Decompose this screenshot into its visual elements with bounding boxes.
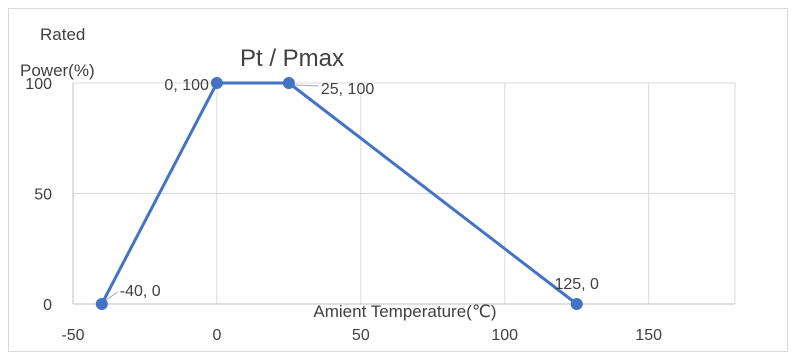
x-axis-title: Amient Temperature(℃) xyxy=(313,302,496,321)
data-point xyxy=(570,298,583,310)
label-leader-line xyxy=(105,291,119,301)
x-tick-label: 150 xyxy=(635,327,662,344)
y-axis-title-line2: Power(%) xyxy=(20,61,95,80)
y-axis-title-line1: Rated xyxy=(40,25,85,44)
data-label: 125, 0 xyxy=(554,276,599,293)
chart-frame xyxy=(8,8,788,352)
x-tick-label: -50 xyxy=(61,327,84,344)
data-point xyxy=(210,77,223,89)
chart-title: Pt / Pmax xyxy=(240,45,344,72)
data-label: 25, 100 xyxy=(321,81,374,98)
series-layer xyxy=(95,77,583,310)
data-labels: -40, 0 0, 100 25, 100 125, 0 xyxy=(105,77,599,301)
grid xyxy=(72,82,736,305)
series-line xyxy=(100,81,578,306)
y-tick-label: 0 xyxy=(43,297,52,314)
data-label: 0, 100 xyxy=(164,77,209,94)
label-leader-line xyxy=(294,84,319,87)
x-tick-label: 50 xyxy=(352,327,370,344)
y-tick-label: 50 xyxy=(34,187,52,204)
data-label: -40, 0 xyxy=(120,283,161,300)
data-point xyxy=(282,77,295,89)
data-point xyxy=(95,298,108,310)
tick-labels: 0 50 100 -50 0 50 100 150 xyxy=(25,76,662,344)
x-tick-label: 0 xyxy=(212,327,221,344)
y-tick-label: 100 xyxy=(25,76,52,93)
x-tick-label: 100 xyxy=(491,327,518,344)
